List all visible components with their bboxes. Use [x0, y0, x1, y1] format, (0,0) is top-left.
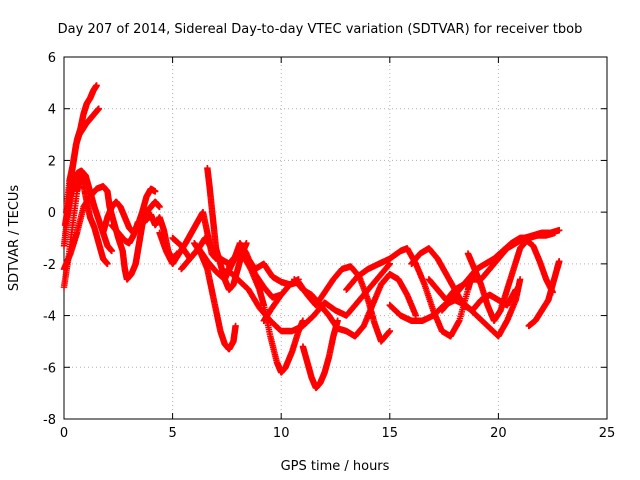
x-tick-label: 15: [382, 426, 399, 441]
y-tick-label: 4: [48, 103, 56, 118]
y-tick-label: 2: [48, 154, 56, 169]
data-point: [152, 188, 159, 195]
x-tick-label: 25: [599, 426, 616, 441]
data-point: [95, 105, 102, 112]
data-point: [104, 260, 111, 268]
x-tick-label: 0: [60, 426, 68, 441]
x-axis-label: GPS time / hours: [281, 459, 390, 474]
y-tick-label: 6: [48, 51, 56, 66]
y-axis-label: SDTVAR / TECUs: [7, 185, 22, 292]
data-points: [60, 82, 563, 392]
y-tick-label: 0: [48, 206, 56, 221]
y-tick-label: -2: [43, 258, 56, 273]
data-point: [108, 247, 115, 255]
data-point: [156, 203, 163, 211]
chart-title: Day 207 of 2014, Sidereal Day-to-day VTE…: [58, 22, 583, 37]
x-tick-label: 20: [490, 426, 507, 441]
series-arc14: [238, 250, 307, 376]
y-tick-label: -4: [43, 310, 56, 325]
x-tick-label: 10: [273, 426, 290, 441]
axis-ticks: 0 5 10 15 20 25 -8 -6 -4 -2 0 2 4 6: [43, 51, 615, 441]
y-tick-label: -8: [43, 413, 56, 428]
data-point: [93, 82, 100, 89]
y-tick-label: -6: [43, 361, 56, 376]
x-tick-label: 5: [168, 426, 176, 441]
series-arc1: [60, 170, 111, 291]
